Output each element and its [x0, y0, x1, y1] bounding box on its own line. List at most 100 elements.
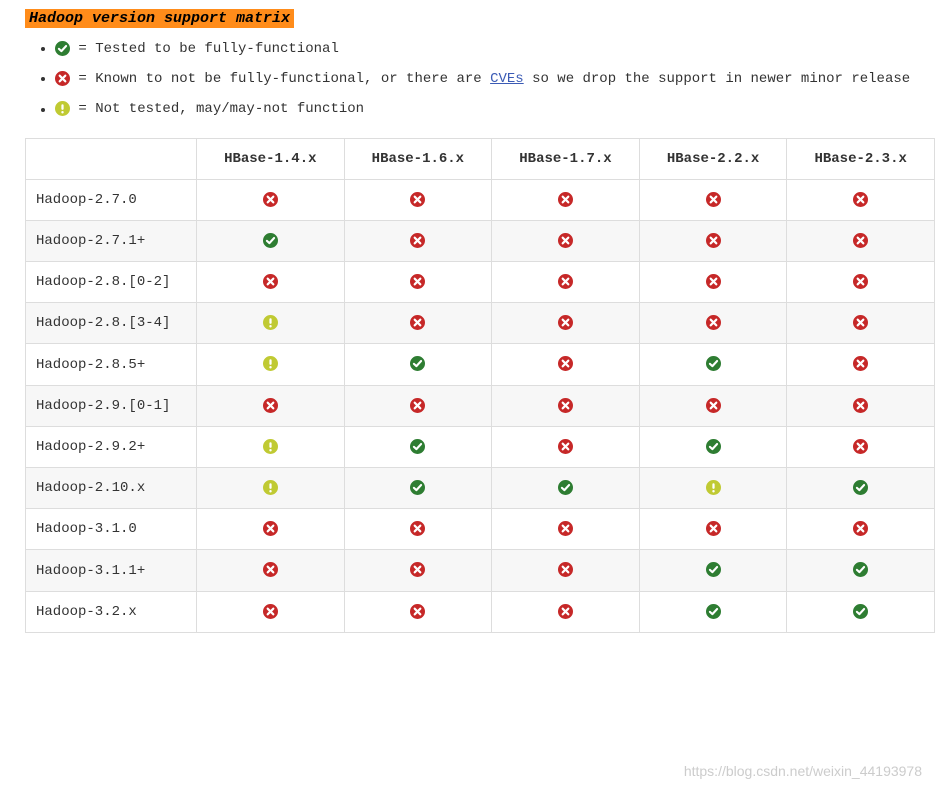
status-cell	[197, 591, 345, 632]
warn-icon	[263, 356, 278, 371]
status-cell	[344, 468, 492, 509]
status-cell	[344, 385, 492, 426]
ok-icon	[853, 604, 868, 619]
bad-icon	[706, 233, 721, 248]
status-cell	[492, 385, 640, 426]
status-cell	[787, 344, 935, 385]
warn-icon	[706, 480, 721, 495]
bad-icon	[263, 521, 278, 536]
status-cell	[787, 550, 935, 591]
table-body: Hadoop-2.7.0Hadoop-2.7.1+Hadoop-2.8.[0-2…	[26, 179, 935, 632]
status-cell	[639, 468, 787, 509]
bad-icon	[558, 562, 573, 577]
status-cell	[787, 426, 935, 467]
ok-icon	[558, 480, 573, 495]
status-cell	[639, 591, 787, 632]
row-label: Hadoop-2.8.[0-2]	[26, 262, 197, 303]
column-header	[26, 138, 197, 179]
status-cell	[492, 303, 640, 344]
status-cell	[344, 262, 492, 303]
status-cell	[639, 303, 787, 344]
bad-icon	[853, 274, 868, 289]
support-matrix-table: HBase-1.4.xHBase-1.6.xHBase-1.7.xHBase-2…	[25, 138, 935, 633]
status-cell	[639, 550, 787, 591]
bad-icon	[410, 398, 425, 413]
ok-icon	[410, 480, 425, 495]
legend-text: = Not tested, may/may-not function	[70, 102, 364, 118]
bad-icon	[558, 398, 573, 413]
status-cell	[639, 426, 787, 467]
bad-icon	[853, 398, 868, 413]
bad-icon	[706, 398, 721, 413]
status-cell	[787, 468, 935, 509]
bad-icon	[410, 192, 425, 207]
row-label: Hadoop-2.8.5+	[26, 344, 197, 385]
bad-icon	[263, 398, 278, 413]
row-label: Hadoop-3.1.1+	[26, 550, 197, 591]
ok-icon	[55, 41, 70, 56]
status-cell	[344, 591, 492, 632]
status-cell	[344, 220, 492, 261]
page-title: Hadoop version support matrix	[25, 9, 294, 28]
status-cell	[197, 262, 345, 303]
ok-icon	[706, 439, 721, 454]
ok-icon	[410, 439, 425, 454]
status-cell	[639, 344, 787, 385]
bad-icon	[263, 274, 278, 289]
bad-icon	[558, 356, 573, 371]
ok-icon	[853, 480, 868, 495]
bad-icon	[410, 233, 425, 248]
ok-icon	[706, 562, 721, 577]
status-cell	[639, 385, 787, 426]
bad-icon	[410, 562, 425, 577]
status-cell	[344, 179, 492, 220]
status-cell	[639, 262, 787, 303]
legend-text: = Known to not be fully-functional, or t…	[70, 71, 490, 87]
ok-icon	[706, 356, 721, 371]
ok-icon	[706, 604, 721, 619]
status-cell	[787, 509, 935, 550]
status-cell	[492, 468, 640, 509]
bad-icon	[853, 192, 868, 207]
row-label: Hadoop-2.9.[0-1]	[26, 385, 197, 426]
row-label: Hadoop-2.7.1+	[26, 220, 197, 261]
bad-icon	[558, 439, 573, 454]
table-row: Hadoop-3.2.x	[26, 591, 935, 632]
status-cell	[344, 426, 492, 467]
column-header: HBase-1.7.x	[492, 138, 640, 179]
bad-icon	[558, 604, 573, 619]
table-row: Hadoop-2.7.1+	[26, 220, 935, 261]
status-cell	[639, 179, 787, 220]
table-row: Hadoop-3.1.1+	[26, 550, 935, 591]
status-cell	[492, 426, 640, 467]
table-row: Hadoop-2.9.[0-1]	[26, 385, 935, 426]
table-row: Hadoop-2.7.0	[26, 179, 935, 220]
row-label: Hadoop-2.9.2+	[26, 426, 197, 467]
bad-icon	[558, 521, 573, 536]
status-cell	[197, 344, 345, 385]
status-cell	[344, 550, 492, 591]
bad-icon	[558, 274, 573, 289]
cve-link[interactable]: CVEs	[490, 71, 524, 87]
table-row: Hadoop-2.8.5+	[26, 344, 935, 385]
table-header-row: HBase-1.4.xHBase-1.6.xHBase-1.7.xHBase-2…	[26, 138, 935, 179]
row-label: Hadoop-2.8.[3-4]	[26, 303, 197, 344]
row-label: Hadoop-2.10.x	[26, 468, 197, 509]
bad-icon	[410, 521, 425, 536]
warn-icon	[263, 439, 278, 454]
status-cell	[344, 344, 492, 385]
status-cell	[492, 591, 640, 632]
status-cell	[197, 426, 345, 467]
bad-icon	[853, 521, 868, 536]
bad-icon	[706, 315, 721, 330]
bad-icon	[853, 439, 868, 454]
warn-icon	[263, 315, 278, 330]
bad-icon	[706, 192, 721, 207]
table-row: Hadoop-3.1.0	[26, 509, 935, 550]
bad-icon	[853, 315, 868, 330]
bad-icon	[410, 604, 425, 619]
legend-text: = Tested to be fully-functional	[70, 41, 339, 57]
status-cell	[639, 509, 787, 550]
column-header: HBase-2.3.x	[787, 138, 935, 179]
status-cell	[197, 179, 345, 220]
